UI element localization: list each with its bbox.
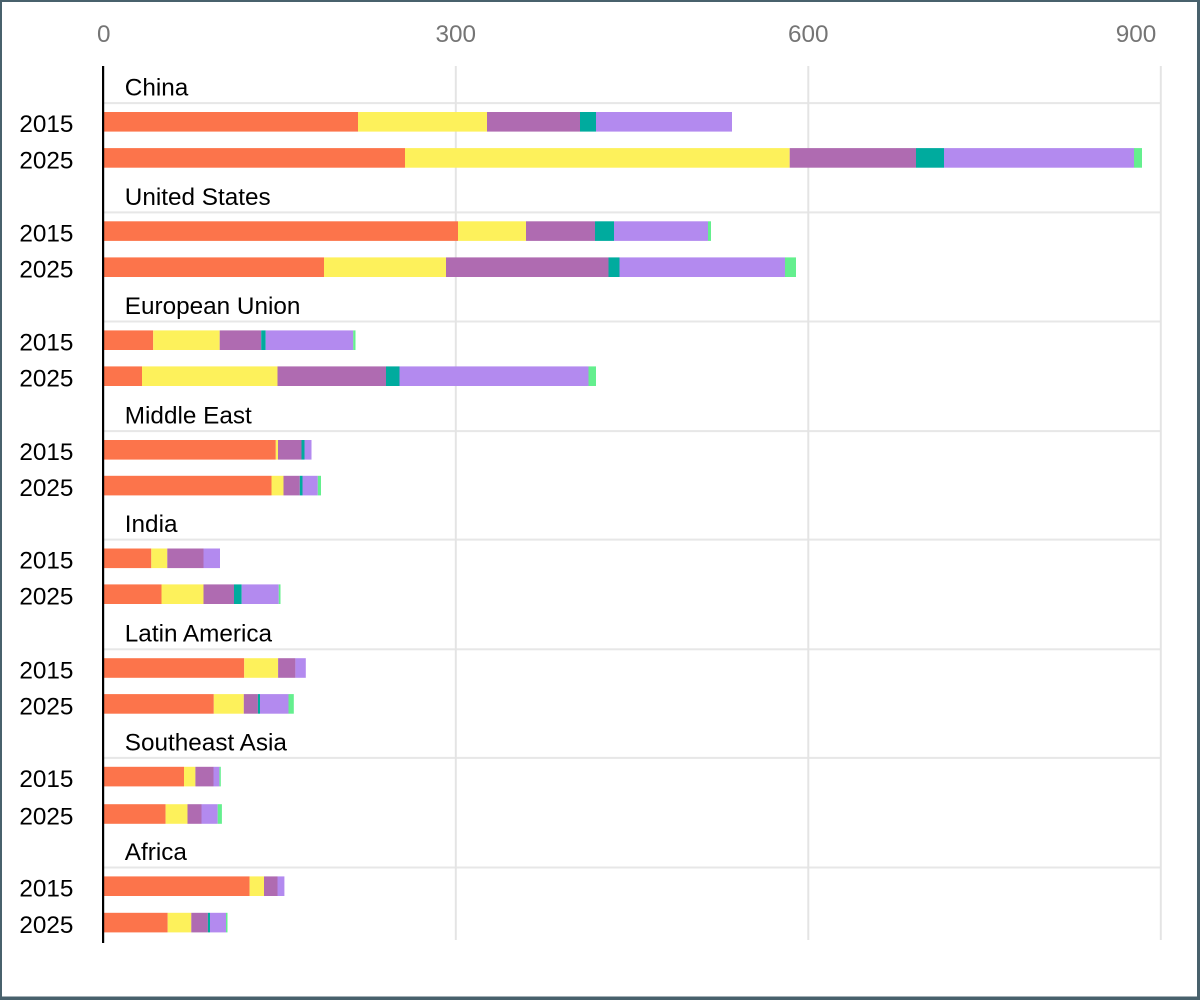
svg-text:2015: 2015 (19, 221, 73, 248)
svg-text:900: 900 (1116, 21, 1157, 48)
svg-text:Latin America: Latin America (125, 621, 273, 648)
svg-text:2025: 2025 (19, 803, 73, 830)
svg-text:2015: 2015 (19, 111, 73, 138)
svg-text:2025: 2025 (19, 257, 73, 284)
svg-text:2025: 2025 (19, 912, 73, 939)
svg-text:600: 600 (788, 21, 829, 48)
svg-text:India: India (125, 511, 178, 538)
svg-text:2015: 2015 (19, 330, 73, 357)
svg-text:300: 300 (436, 21, 477, 48)
svg-text:2025: 2025 (19, 475, 73, 502)
svg-text:2015: 2015 (19, 766, 73, 793)
svg-text:2015: 2015 (19, 548, 73, 575)
svg-text:2015: 2015 (19, 876, 73, 903)
svg-text:Middle East: Middle East (125, 403, 252, 430)
svg-text:0: 0 (97, 21, 111, 48)
svg-text:Africa: Africa (125, 839, 188, 866)
svg-text:China: China (125, 75, 189, 102)
svg-text:2025: 2025 (19, 693, 73, 720)
svg-text:Southeast Asia: Southeast Asia (125, 729, 288, 756)
svg-text:European Union: European Union (125, 293, 301, 320)
svg-text:2015: 2015 (19, 657, 73, 684)
svg-text:2025: 2025 (19, 147, 73, 174)
svg-text:2025: 2025 (19, 366, 73, 393)
svg-text:2015: 2015 (19, 439, 73, 466)
svg-text:United States: United States (125, 184, 271, 211)
svg-text:2025: 2025 (19, 584, 73, 611)
